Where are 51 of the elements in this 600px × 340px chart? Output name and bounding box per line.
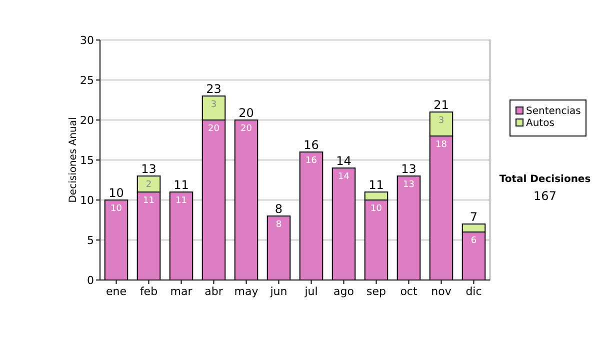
total-label: 23 xyxy=(206,82,222,96)
y-tick-label: 0 xyxy=(87,274,94,287)
data-label: 3 xyxy=(438,116,444,126)
data-label: 11 xyxy=(143,196,154,206)
y-tick-label: 10 xyxy=(80,194,94,207)
text: 167 xyxy=(534,189,556,203)
legend-label: Autos xyxy=(526,118,554,129)
total-label: 8 xyxy=(274,202,283,216)
x-tick-label: dic xyxy=(466,285,482,298)
x-tick-label: feb xyxy=(140,285,158,298)
total-label: 16 xyxy=(304,138,319,152)
total-label: 10 xyxy=(108,186,124,200)
text: Total Decisiones xyxy=(499,174,591,185)
data-label: 10 xyxy=(110,204,122,214)
x-tick-label: sep xyxy=(366,285,386,298)
x-tick-label: jun xyxy=(269,285,288,298)
y-tick-label: 25 xyxy=(80,74,94,87)
data-label: 18 xyxy=(436,140,448,150)
x-tick-label: abr xyxy=(204,285,224,298)
data-label: 6 xyxy=(470,236,477,246)
x-tick-label: may xyxy=(234,285,259,298)
data-label: 16 xyxy=(306,156,318,166)
total-label: 11 xyxy=(174,178,189,192)
data-label: 2 xyxy=(146,180,152,190)
total-label: 20 xyxy=(238,106,254,120)
data-label: 8 xyxy=(276,220,282,230)
x-tick-label: nov xyxy=(431,285,452,298)
y-tick-label: 30 xyxy=(80,34,94,47)
data-label: 20 xyxy=(240,124,252,134)
data-label: 13 xyxy=(403,180,414,190)
total-label: 13 xyxy=(401,162,416,176)
data-label: 11 xyxy=(176,196,187,206)
x-tick-label: mar xyxy=(170,285,193,298)
legend-label: Sentencias xyxy=(526,106,581,117)
x-tick-label: jul xyxy=(304,285,318,298)
data-label: 14 xyxy=(338,172,350,182)
x-tick-label: oct xyxy=(400,285,418,298)
total-label: 11 xyxy=(368,178,384,192)
total-label: 13 xyxy=(141,162,156,176)
y-tick-label: 5 xyxy=(87,234,94,247)
y-tick-label: 15 xyxy=(80,154,94,167)
data-label: 20 xyxy=(208,124,220,134)
total-label: 21 xyxy=(434,98,449,112)
total-label: 7 xyxy=(470,210,478,224)
y-tick-label: 20 xyxy=(80,114,94,127)
y-axis-title: Decisiones Anual xyxy=(68,117,79,203)
x-tick-label: ene xyxy=(106,285,127,298)
data-label: 3 xyxy=(210,100,217,110)
total-label: 14 xyxy=(336,154,352,168)
data-label: 10 xyxy=(370,204,382,214)
x-tick-label: ago xyxy=(334,285,354,298)
